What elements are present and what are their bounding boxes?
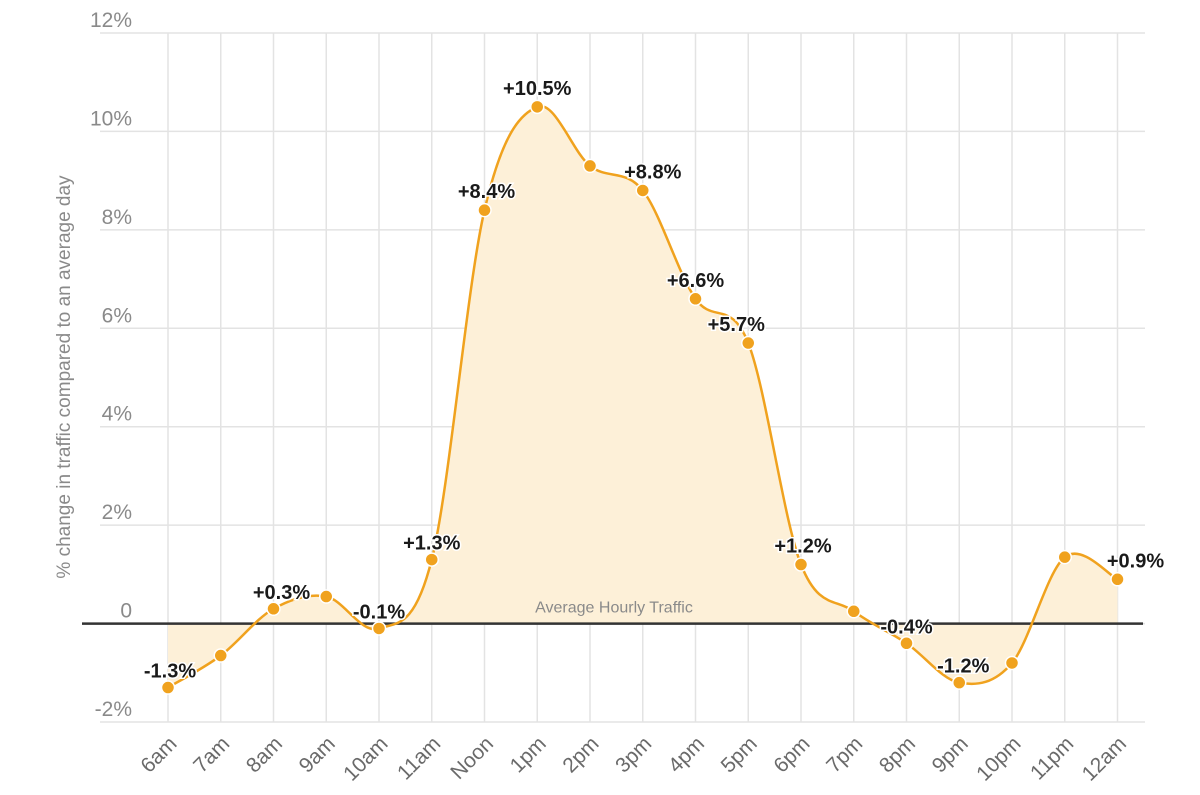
y-tick-label-3: 6% [102, 304, 132, 327]
data-point-12am [1110, 572, 1125, 587]
data-label-8am: +0.3% [253, 582, 310, 604]
data-label-8pm: -0.4% [880, 616, 932, 638]
x-tick-label-3pm: 3pm [611, 732, 656, 777]
data-point-9pm [952, 675, 967, 690]
x-tick-label-10am: 10am [339, 732, 392, 785]
y-tick-label-7: -2% [95, 698, 132, 721]
y-tick-label-4: 4% [102, 403, 132, 426]
data-point-1pm [530, 99, 545, 115]
data-labels: -1.3% +0.3% -0.1% +1.3% +8.4% +10.5% +8.8% +6.6… [142, 76, 1165, 684]
y-tick-label-5: 2% [102, 501, 132, 524]
y-tick-label-1: 10% [90, 107, 132, 130]
x-tick-label-9am: 9am [295, 732, 340, 777]
data-point-9am [319, 589, 334, 604]
data-point-2pm [582, 158, 598, 174]
data-point-11am [424, 552, 439, 567]
x-tick-label-10pm: 10pm [972, 732, 1025, 785]
x-tick-label-11am: 11am [393, 732, 445, 784]
data-label-6pm: +1.2% [774, 536, 831, 558]
x-tick-label-1pm: 1pm [506, 732, 551, 777]
data-point-3pm [635, 183, 650, 198]
x-tick-label-8pm: 8pm [875, 732, 920, 777]
data-point-11pm [1057, 549, 1072, 565]
data-point-Noon [477, 202, 492, 218]
data-point-6pm [793, 557, 809, 572]
data-label-9pm: -1.2% [937, 656, 989, 678]
data-point-7am [213, 648, 228, 663]
data-point-5pm [741, 335, 756, 351]
data-label-4pm: +6.6% [667, 270, 724, 292]
x-tick-label-8am: 8am [242, 732, 287, 777]
x-tick-label-4pm: 4pm [664, 732, 709, 777]
data-label-1pm: +10.5% [503, 78, 572, 100]
y-axis-ticks: 12% 10% 8% 6% 4% 2% 0 -2% [90, 9, 132, 721]
baseline-label: Average Hourly Traffic [535, 600, 693, 617]
x-tick-label-7am: 7am [189, 732, 234, 777]
x-tick-label-7pm: 7pm [822, 732, 867, 777]
data-label-6am: -1.3% [144, 661, 196, 683]
x-tick-label-12am: 12am [1078, 732, 1131, 785]
data-points [160, 99, 1125, 695]
data-point-8pm [899, 636, 914, 651]
data-label-Noon: +8.4% [458, 181, 515, 203]
data-point-7pm [846, 604, 861, 619]
x-tick-label-Noon: Noon [446, 732, 498, 784]
data-point-10pm [1004, 655, 1020, 671]
area-fill [168, 106, 1118, 688]
x-tick-label-6am: 6am [136, 732, 181, 777]
x-tick-label-9pm: 9pm [928, 732, 973, 777]
y-tick-label-0: 12% [90, 9, 132, 32]
data-label-10am: -0.1% [353, 601, 405, 623]
data-label-12am: +0.9% [1107, 550, 1164, 572]
data-label-11am: +1.3% [403, 533, 460, 555]
data-point-8am [266, 601, 281, 617]
x-tick-label-2pm: 2pm [558, 732, 603, 777]
y-axis-label: % change in traffic compared to an avera… [54, 175, 75, 579]
x-tick-label-11pm: 11pm [1026, 732, 1078, 784]
data-label-5pm: +5.7% [708, 314, 765, 336]
x-axis-ticks: 6am 7am 8am 9am 10am 11am Noon 1pm 2pm 3pm 4pm 5pm 6… [136, 732, 1131, 785]
y-tick-label-2: 8% [102, 206, 132, 229]
data-label-3pm: +8.8% [624, 161, 681, 183]
data-point-10am [371, 621, 387, 636]
x-tick-label-6pm: 6pm [769, 732, 814, 777]
data-point-4pm [688, 291, 703, 307]
x-tick-label-5pm: 5pm [717, 732, 762, 777]
data-point-6am [160, 680, 176, 695]
y-tick-label-6: 0 [120, 600, 132, 623]
